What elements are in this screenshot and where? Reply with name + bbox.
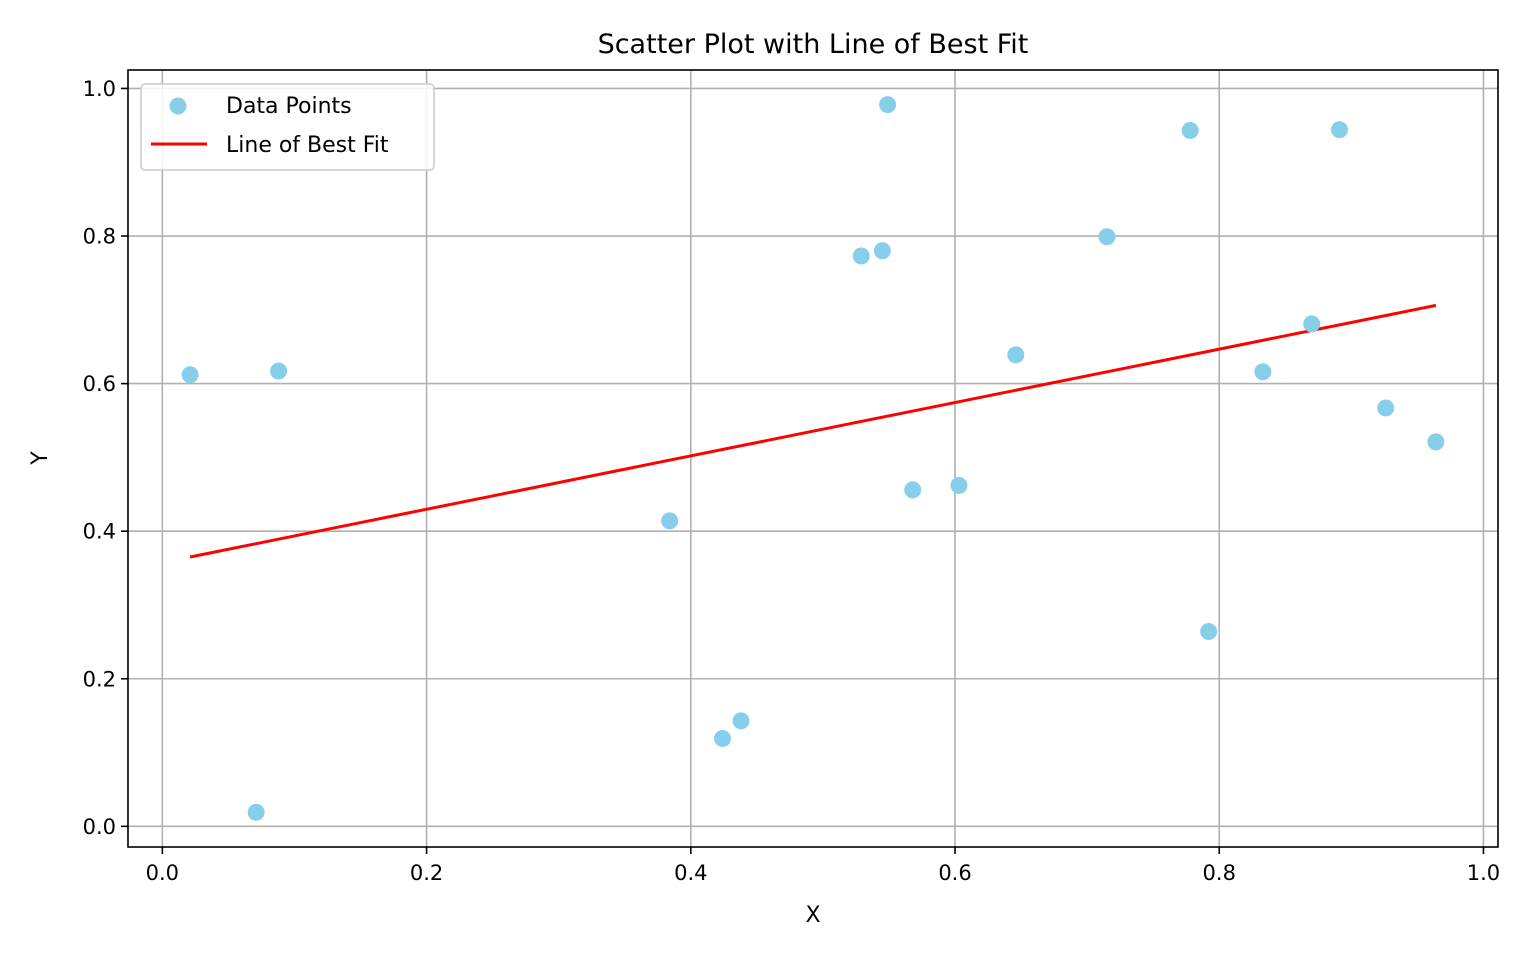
x-tick-label: 0.6 [938,861,971,885]
data-point [1200,623,1218,641]
data-points-layer [181,96,1445,821]
y-tick-label: 0.2 [83,667,116,691]
x-axis-ticks: 0.0 0.2 0.4 0.6 0.8 1.0 [146,847,1500,885]
data-point [879,96,897,114]
data-point [1007,346,1025,364]
y-tick-label: 0.8 [83,225,116,249]
data-point [714,730,732,748]
data-point [247,803,265,821]
data-point [181,366,199,384]
x-axis-label: X [805,903,820,928]
y-tick-label: 1.0 [83,77,116,101]
plot-frame [127,69,1499,848]
fit-line-layer [189,303,1437,559]
legend-label-data-points: Data Points [226,94,352,119]
x-tick-label: 1.0 [1467,861,1500,885]
data-point [950,476,968,494]
data-point [852,247,870,265]
y-axis-ticks: 0.0 0.2 0.4 0.6 0.8 1.0 [83,77,128,839]
x-tick-label: 0.4 [674,861,707,885]
data-point [1377,399,1395,417]
x-tick-label: 0.0 [146,861,179,885]
data-point [661,512,679,530]
legend-label-line-of-best-fit: Line of Best Fit [226,133,389,158]
x-tick-label: 0.8 [1203,861,1236,885]
data-point [1427,433,1445,451]
y-tick-label: 0.4 [83,520,116,544]
x-tick-label: 0.2 [410,861,443,885]
data-point [904,481,922,499]
grid [128,70,1498,847]
legend-box [140,83,435,171]
data-point [1330,121,1348,139]
data-point [873,242,891,260]
y-tick-label: 0.0 [83,815,116,839]
data-point [1098,228,1116,246]
data-point [1254,363,1272,381]
data-point [732,712,750,730]
y-tick-label: 0.6 [83,372,116,396]
data-point [1303,315,1321,333]
data-point [270,362,288,380]
line-of-best-fit [189,303,1437,559]
y-axis-label: Y [28,451,53,466]
data-point [1181,122,1199,140]
legend: Data Points Line of Best Fit [140,83,435,171]
chart-title: Scatter Plot with Line of Best Fit [598,29,1029,60]
legend-marker-data-points [169,97,187,115]
